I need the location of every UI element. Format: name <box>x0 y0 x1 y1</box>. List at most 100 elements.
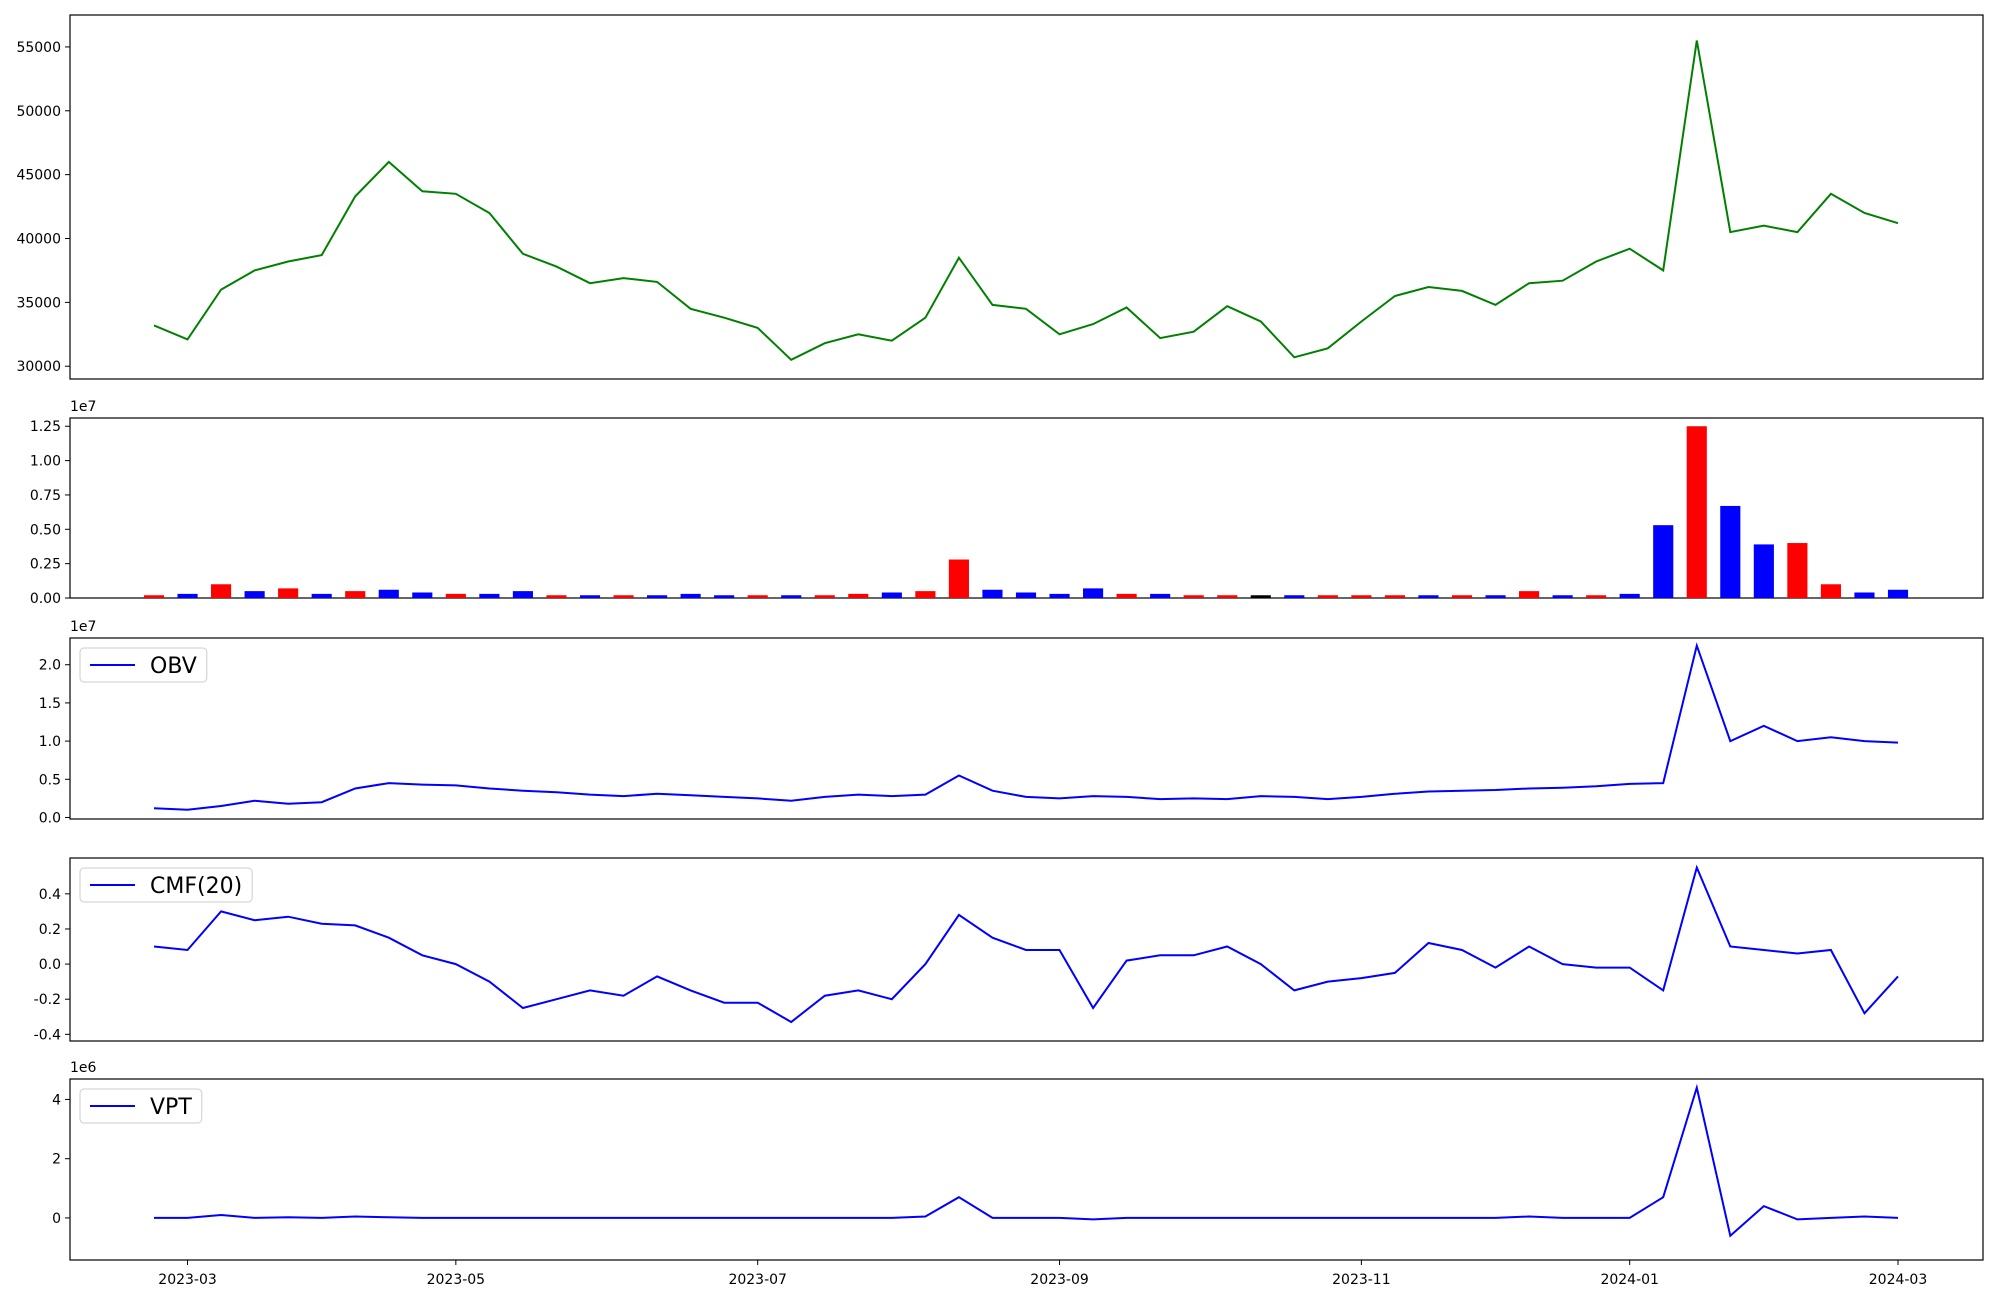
bar <box>311 593 332 598</box>
axis-offset-label: 1e7 <box>70 619 96 635</box>
bar <box>1418 595 1439 598</box>
y-tick-label: 0.50 <box>30 522 61 538</box>
axes-frame <box>69 857 1984 1042</box>
bar <box>747 595 768 598</box>
bar <box>915 591 936 598</box>
axis-offset-label: 1e6 <box>70 1060 97 1076</box>
bar <box>1552 595 1573 598</box>
y-tick-label: 0.0 <box>39 810 61 826</box>
bar <box>1183 595 1204 598</box>
bar <box>848 593 869 598</box>
bar <box>1720 505 1741 598</box>
axes-frame <box>69 637 1984 820</box>
bar <box>1854 592 1875 598</box>
bar <box>881 592 902 598</box>
bar <box>814 595 835 598</box>
bar <box>1384 595 1405 598</box>
y-tick-label: 0.4 <box>39 887 61 903</box>
bar <box>1586 595 1607 598</box>
y-tick-label: 50000 <box>16 104 61 120</box>
bar <box>1150 593 1171 598</box>
bar <box>278 588 299 598</box>
x-tick-label: 2023-03 <box>158 1272 217 1288</box>
y-tick-label: 0.00 <box>30 591 61 607</box>
y-tick-label: 30000 <box>16 359 61 375</box>
bar <box>378 589 399 598</box>
x-tick-label: 2024-01 <box>1600 1272 1659 1288</box>
bar <box>177 593 198 598</box>
y-tick-label: 40000 <box>16 232 61 248</box>
axes-frame <box>69 1078 1984 1261</box>
y-tick-label: 2 <box>52 1152 61 1168</box>
bar <box>1015 592 1037 598</box>
bar <box>680 593 701 598</box>
y-tick-label: 0.75 <box>30 488 61 504</box>
bar <box>1083 588 1104 598</box>
y-tick-label: 45000 <box>16 168 61 184</box>
y-tick-label: -0.4 <box>34 1027 61 1043</box>
bar <box>647 595 668 598</box>
x-tick-label: 2023-09 <box>1030 1272 1089 1288</box>
x-tick-label: 2023-05 <box>427 1272 486 1288</box>
bar <box>1887 589 1909 598</box>
bar <box>412 592 433 598</box>
bar <box>1686 426 1707 598</box>
y-tick-label: 2.0 <box>39 658 61 674</box>
bar <box>1317 595 1338 598</box>
bar <box>714 595 735 598</box>
bar <box>982 589 1003 598</box>
bar <box>345 591 366 598</box>
bar <box>1653 525 1674 598</box>
bar <box>579 595 601 598</box>
x-tick-label: 2024-03 <box>1869 1272 1928 1288</box>
y-tick-label: 1.25 <box>30 419 61 435</box>
bar <box>1451 595 1473 598</box>
bar <box>1787 543 1808 598</box>
bar <box>1519 591 1540 598</box>
bar <box>211 584 232 598</box>
bar <box>1217 595 1238 598</box>
y-tick-label: 55000 <box>16 40 61 56</box>
legend-box <box>79 1088 203 1124</box>
bar <box>613 595 634 598</box>
legend-label: VPT <box>150 1095 192 1120</box>
bar <box>445 593 466 598</box>
legend-label: CMF(20) <box>150 874 242 899</box>
y-tick-label: 1.5 <box>39 696 61 712</box>
y-tick-label: 0.5 <box>39 772 61 788</box>
bar <box>1250 595 1271 598</box>
y-tick-label: 1.00 <box>30 454 61 470</box>
y-tick-label: 0.2 <box>39 922 61 938</box>
line <box>153 642 1899 811</box>
bar <box>1753 544 1774 598</box>
bar <box>1619 593 1640 598</box>
y-tick-label: 0.0 <box>39 957 61 973</box>
axes-frame <box>69 14 1984 380</box>
legend-box <box>79 647 208 683</box>
legend-box <box>79 867 253 903</box>
bar <box>1116 593 1137 598</box>
bar <box>1351 595 1372 598</box>
x-tick-label: 2023-11 <box>1332 1272 1391 1288</box>
y-tick-label: 4 <box>52 1092 61 1108</box>
y-tick-label: 0.25 <box>30 557 61 573</box>
bar <box>1284 595 1305 598</box>
y-tick-label: -0.2 <box>34 992 61 1008</box>
y-tick-label: 1.0 <box>39 734 61 750</box>
line <box>154 1083 1899 1238</box>
line <box>153 864 1899 1024</box>
bar <box>948 559 969 598</box>
axis-offset-label: 1e7 <box>70 399 96 415</box>
bar <box>546 595 567 598</box>
bar <box>1820 584 1841 598</box>
bar <box>1485 595 1506 598</box>
bar <box>512 591 533 598</box>
bar <box>781 595 802 598</box>
y-tick-label: 0 <box>52 1211 61 1227</box>
bar <box>479 593 500 598</box>
bar <box>1049 593 1070 598</box>
legend-label: OBV <box>150 654 197 679</box>
y-tick-label: 35000 <box>16 295 61 311</box>
line <box>153 40 1899 362</box>
